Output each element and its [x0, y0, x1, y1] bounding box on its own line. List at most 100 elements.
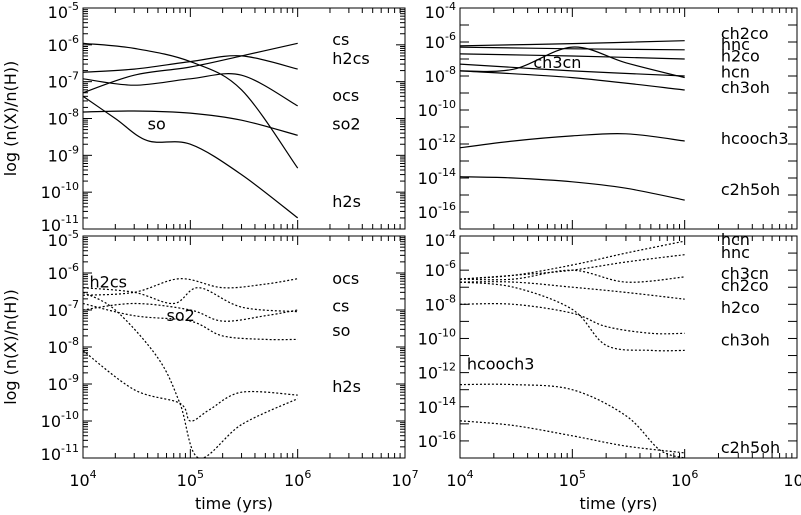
series-label-ocs: ocs — [332, 269, 359, 288]
y-tick-label: 10-8 — [48, 335, 79, 357]
series-line-so2 — [83, 110, 298, 136]
y-tick-label: 10-12 — [418, 361, 456, 383]
series-label-ch3cn: ch3cn — [533, 53, 581, 72]
series-label-so: so — [148, 115, 166, 134]
y-tick-label: 10-11 — [41, 213, 79, 235]
y-tick-label: 10-9 — [48, 372, 79, 394]
x-axis-title: time (yrs) — [579, 494, 657, 513]
y-tick-label: 10-11 — [41, 442, 79, 464]
series-line-ch3cn — [460, 269, 685, 283]
series-line-h2s — [83, 95, 299, 219]
y-tick-label: 10-7 — [48, 298, 79, 320]
series-line-h2co — [460, 53, 685, 60]
series-label-h2co: h2co — [721, 298, 760, 317]
series-line-ch3oh — [460, 70, 685, 91]
series-line-hcooch3 — [460, 383, 685, 458]
series-line-ocs — [83, 42, 298, 94]
series-line-c2h5oh — [460, 420, 685, 454]
y-tick-label: 10-12 — [418, 132, 456, 154]
series-label-c2h5oh: c2h5oh — [721, 180, 780, 199]
panel-bl: 10-11 10-10 10-9 10-8 10-7 10-6 10-5 104 105 106 1… — [1, 228, 419, 513]
series-label-hnc: hnc — [721, 243, 750, 262]
y-tick-label: 10-8 — [425, 64, 456, 86]
series-line-hcn — [460, 63, 685, 77]
y-tick-label: 10-9 — [48, 143, 79, 165]
series-label-cs: cs — [332, 30, 349, 49]
y-tick-label: 10-5 — [48, 0, 79, 22]
series-line-hnc — [460, 46, 685, 51]
series-line-extra — [83, 73, 298, 107]
series-line-so2 — [83, 302, 298, 322]
series-line-ch3cn — [460, 46, 685, 79]
series-line-hnc — [460, 254, 685, 280]
series-label-c2h5oh: c2h5oh — [721, 438, 780, 457]
x-tick-label: 104 — [69, 468, 96, 490]
y-tick-label: 10-4 — [425, 0, 456, 22]
series-label-h2s: h2s — [332, 377, 361, 396]
y-tick-label: 10-14 — [418, 166, 456, 188]
series-label-hcn: hcn — [721, 230, 750, 249]
y-tick-label: 10-10 — [41, 180, 79, 202]
series-label-ocs: ocs — [332, 86, 359, 105]
series-line-h2co — [460, 303, 685, 335]
series-label-h2cs: h2cs — [332, 49, 369, 68]
series-label-ch3cn: ch3cn — [721, 264, 769, 283]
y-tick-label: 10-5 — [48, 228, 79, 250]
series-label-h2cs: h2cs — [90, 273, 127, 292]
y-tick-label: 10-8 — [425, 292, 456, 314]
x-tick-label: 106 — [671, 468, 698, 490]
panel-tr: 10-16 10-14 10-12 10-10 10-8 10-6 10-4 ch2cohnc… — [418, 0, 798, 230]
series-label-cs: cs — [332, 297, 349, 316]
y-tick-label: 10-16 — [418, 429, 456, 451]
y-tick-label: 10-4 — [425, 228, 456, 250]
series-label-ch3oh: ch3oh — [721, 330, 770, 349]
y-tick-label: 10-8 — [48, 107, 79, 129]
series-label-ch2co: ch2co — [721, 276, 769, 295]
x-tick-label: 107 — [391, 468, 418, 490]
y-tick-label: 10-10 — [418, 98, 456, 120]
series-label-hcooch3: hcooch3 — [467, 355, 535, 374]
x-tick-label: 105 — [559, 468, 586, 490]
y-tick-label: 10-6 — [425, 258, 456, 280]
series-line-h2cs — [83, 291, 298, 458]
y-tick-label: 10-14 — [418, 395, 456, 417]
x-tick-label: 104 — [446, 468, 473, 490]
panel-br-frame — [459, 235, 798, 459]
y-axis-title: log (n(X)/n(H)) — [1, 61, 20, 177]
y-axis-title: log (n(X)/n(H)) — [1, 289, 20, 405]
series-label-hcooch3: hcooch3 — [721, 129, 789, 148]
series-line-hcooch3 — [460, 132, 685, 149]
series-label-ch2co: ch2co — [721, 24, 769, 43]
series-label-so2: so2 — [167, 306, 195, 325]
series-line-ch2co — [460, 281, 685, 300]
series-label-so2: so2 — [332, 115, 360, 134]
x-tick-label: 107 — [783, 468, 801, 490]
series-label-ch3oh: ch3oh — [721, 78, 770, 97]
y-tick-label: 10-6 — [48, 33, 79, 55]
series-line-h2s — [83, 350, 298, 422]
x-axis-title: time (yrs) — [195, 494, 273, 513]
panel-br: 10-16 10-14 10-12 10-10 10-8 10-6 10-4 104 105 10… — [418, 228, 801, 513]
series-label-h2co: h2co — [721, 47, 760, 66]
series-line-cs — [83, 287, 298, 313]
series-line-ocs — [83, 278, 298, 296]
x-tick-label: 106 — [284, 468, 311, 490]
x-tick-label: 105 — [177, 468, 204, 490]
y-tick-label: 10-6 — [48, 261, 79, 283]
series-line-ch3oh — [460, 281, 685, 352]
y-tick-label: 10-7 — [48, 70, 79, 92]
panel-tr-frame — [459, 7, 798, 230]
series-line-ch2co — [460, 40, 685, 47]
panel-tl: 10-11 10-10 10-9 10-8 10-7 10-6 10-5 log (n(X)/… — [1, 0, 406, 235]
y-tick-label: 10-10 — [418, 326, 456, 348]
series-line-h2cs — [83, 55, 298, 73]
series-line-hcn — [460, 240, 685, 280]
y-tick-label: 10-16 — [418, 200, 456, 222]
series-line-c2h5oh — [460, 176, 685, 201]
series-label-so: so — [332, 321, 350, 340]
y-tick-label: 10-6 — [425, 30, 456, 52]
series-label-hcn: hcn — [721, 63, 750, 82]
y-tick-label: 10-10 — [41, 409, 79, 431]
series-label-h2s: h2s — [332, 192, 361, 211]
